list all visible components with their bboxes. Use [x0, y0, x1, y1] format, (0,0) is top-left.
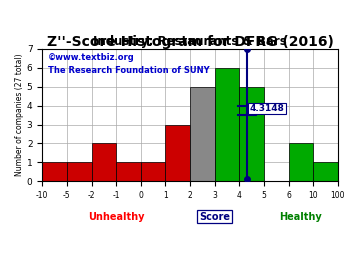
Text: Healthy: Healthy: [279, 211, 322, 221]
Bar: [116, 162, 141, 181]
Bar: [190, 87, 215, 181]
Text: Unhealthy: Unhealthy: [88, 211, 144, 221]
Text: The Research Foundation of SUNY: The Research Foundation of SUNY: [48, 66, 210, 75]
Bar: [313, 162, 338, 181]
Bar: [67, 162, 91, 181]
Bar: [165, 124, 190, 181]
Bar: [141, 162, 165, 181]
Text: ©www.textbiz.org: ©www.textbiz.org: [48, 53, 135, 62]
Bar: [215, 68, 239, 181]
Y-axis label: Number of companies (27 total): Number of companies (27 total): [15, 54, 24, 176]
Text: Score: Score: [199, 211, 230, 221]
Bar: [239, 87, 264, 181]
Title: Z''-Score Histogram for DFRG (2016): Z''-Score Histogram for DFRG (2016): [46, 35, 333, 49]
Text: Industry: Restaurants & Bars: Industry: Restaurants & Bars: [93, 35, 287, 48]
Bar: [288, 143, 313, 181]
Bar: [91, 143, 116, 181]
Bar: [42, 162, 67, 181]
Text: 4.3148: 4.3148: [249, 104, 284, 113]
